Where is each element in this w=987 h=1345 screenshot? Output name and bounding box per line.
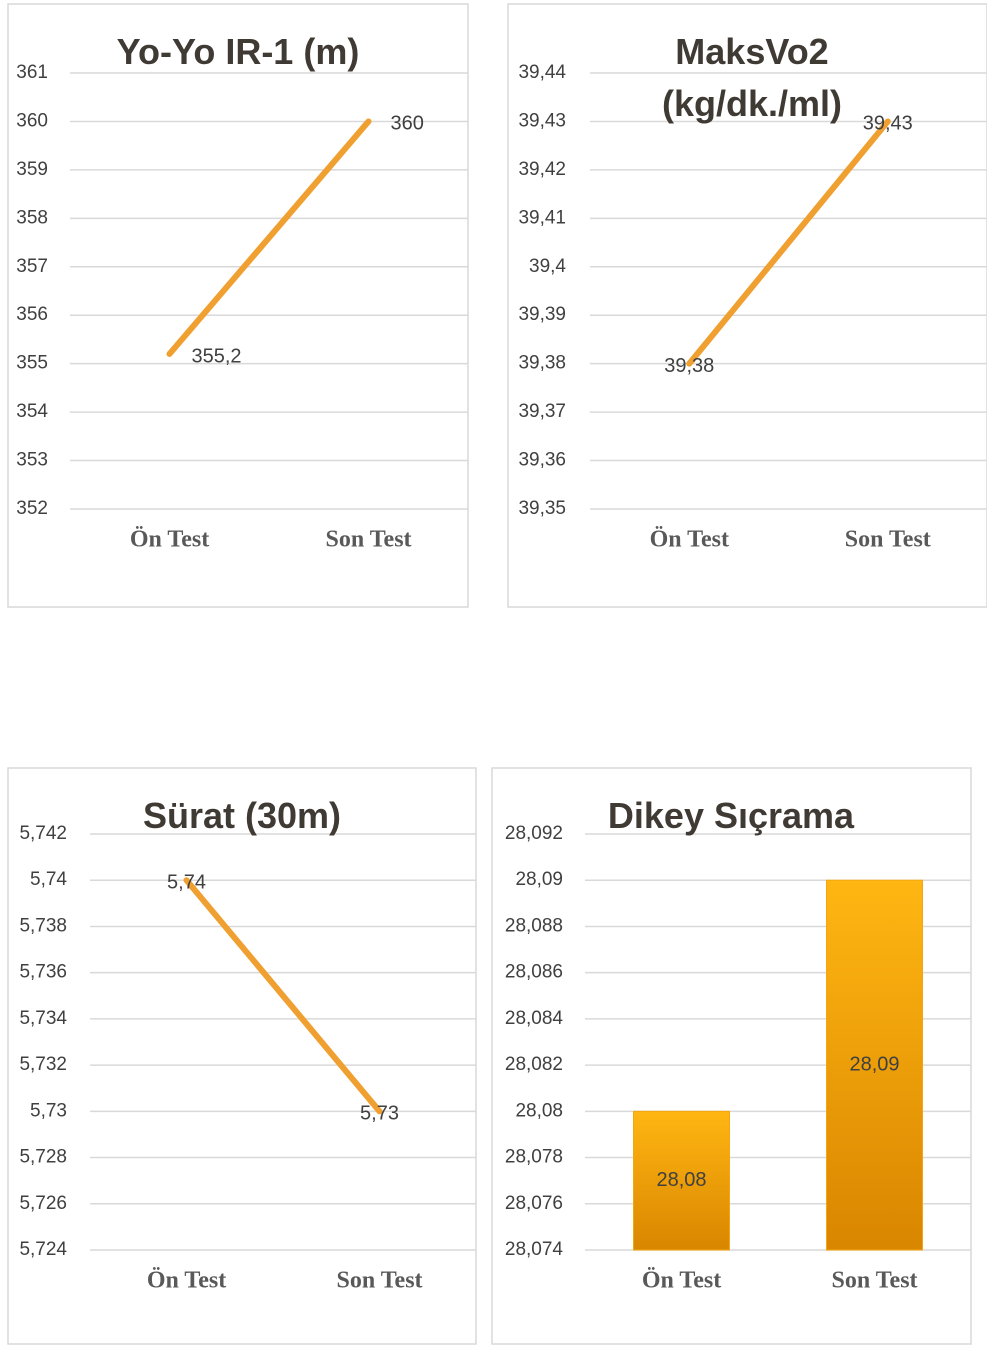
y-tick-label: 353 — [16, 450, 48, 471]
data-label: 39,38 — [664, 355, 714, 377]
y-tick-label: 28,088 — [505, 915, 563, 936]
y-tick-label: 28,076 — [505, 1193, 563, 1214]
y-tick-label: 28,082 — [505, 1054, 563, 1075]
data-label: 355,2 — [192, 345, 242, 367]
y-tick-label: 5,724 — [19, 1239, 67, 1260]
y-tick-label: 39,43 — [518, 110, 566, 131]
y-tick-label: 39,36 — [518, 450, 566, 471]
line-series — [686, 118, 891, 367]
y-tick-label: 39,38 — [518, 353, 566, 374]
x-tick-label: Ön Test — [147, 1268, 226, 1294]
y-tick-label: 359 — [16, 159, 48, 180]
x-tick-label: Son Test — [336, 1268, 422, 1294]
y-tick-label: 39,41 — [518, 207, 566, 228]
data-label: 28,08 — [656, 1169, 706, 1191]
y-tick-label: 28,09 — [515, 869, 563, 890]
y-tick-label: 355 — [16, 353, 48, 374]
y-tick-label: 28,074 — [505, 1239, 564, 1260]
y-tick-label: 5,736 — [19, 962, 67, 983]
y-tick-label: 28,078 — [505, 1147, 563, 1168]
data-label: 39,43 — [863, 113, 913, 135]
chart-title: Sürat (30m) — [142, 795, 342, 836]
chart-frame — [491, 767, 972, 1345]
chart-title: Dikey Sıçrama — [607, 795, 855, 836]
y-tick-label: 356 — [16, 304, 48, 325]
x-tick-label: Ön Test — [650, 527, 729, 553]
y-tick-label: 360 — [16, 110, 48, 131]
chart-frame — [7, 767, 477, 1345]
bar — [633, 1110, 730, 1251]
x-tick-label: Son Test — [845, 527, 931, 553]
y-tick-label: 39,39 — [518, 304, 566, 325]
data-label: 360 — [391, 113, 424, 135]
y-tick-label: 357 — [16, 256, 48, 277]
x-tick-label: Son Test — [831, 1268, 917, 1294]
y-tick-label: 39,42 — [518, 159, 566, 180]
y-tick-label: 39,4 — [529, 256, 566, 277]
y-tick-label: 354 — [16, 401, 48, 422]
y-tick-label: 5,732 — [19, 1054, 67, 1075]
x-tick-label: Ön Test — [130, 527, 209, 553]
y-tick-label: 5,74 — [30, 869, 67, 890]
bar — [826, 879, 923, 1251]
y-tick-label: 28,092 — [505, 823, 563, 844]
y-tick-label: 5,728 — [19, 1147, 67, 1168]
chart-title: MaksVo2 (kg/dk./ml) — [661, 31, 843, 124]
line-series — [183, 877, 383, 1115]
x-tick-label: Ön Test — [642, 1268, 721, 1294]
chart-title: Yo-Yo IR-1 (m) — [116, 31, 360, 72]
data-label: 5,74 — [167, 872, 206, 894]
data-label: 28,09 — [849, 1053, 899, 1075]
y-tick-label: 5,726 — [19, 1193, 67, 1214]
line-series — [166, 118, 372, 357]
y-tick-label: 361 — [16, 62, 48, 83]
chart-frame — [7, 3, 469, 608]
y-tick-label: 28,086 — [505, 962, 563, 983]
y-tick-label: 39,44 — [518, 62, 566, 83]
y-tick-label: 5,738 — [19, 915, 67, 936]
y-tick-label: 358 — [16, 207, 48, 228]
y-tick-label: 28,08 — [515, 1100, 563, 1121]
y-tick-label: 352 — [16, 498, 48, 519]
y-tick-label: 28,084 — [505, 1008, 564, 1029]
chart-frame — [507, 3, 987, 608]
data-label: 5,73 — [360, 1103, 399, 1125]
y-tick-label: 39,35 — [518, 498, 566, 519]
x-tick-label: Son Test — [325, 527, 411, 553]
y-tick-label: 5,73 — [30, 1100, 67, 1121]
y-tick-label: 5,734 — [19, 1008, 67, 1029]
y-tick-label: 39,37 — [518, 401, 566, 422]
y-tick-label: 5,742 — [19, 823, 67, 844]
